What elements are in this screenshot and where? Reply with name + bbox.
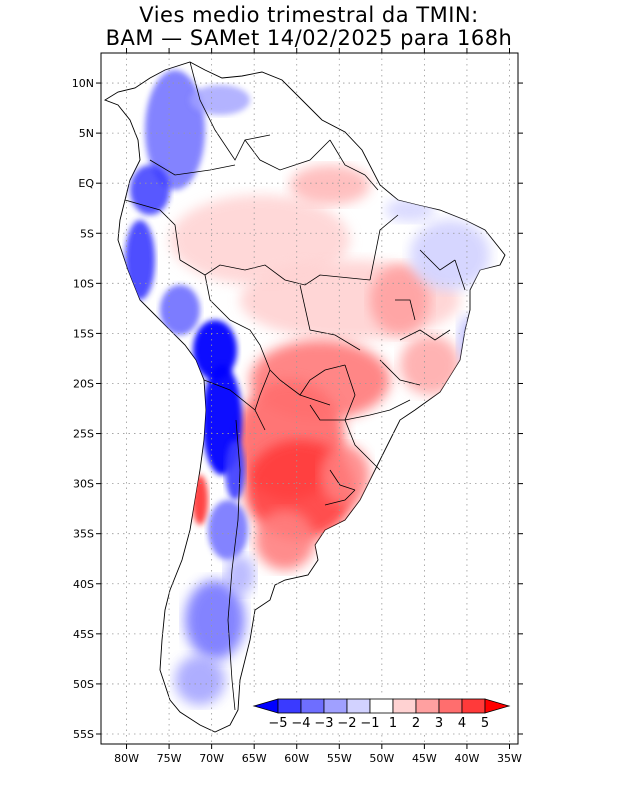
legend-swatch	[346, 698, 371, 714]
map-title-line2: BAM — SAMet 14/02/2025 para 168h	[105, 26, 513, 50]
longitude-labels: 80W 75W 70W 65W 60W 55W 50W 45W 40W 35W	[114, 752, 522, 765]
legend-swatch	[461, 698, 486, 714]
lat-label: 10S	[73, 277, 94, 290]
legend-label: 3	[435, 716, 443, 731]
lat-label: 50S	[73, 678, 94, 691]
lat-label: 20S	[73, 377, 94, 390]
legend-label: 2	[412, 716, 420, 731]
lat-label: 10N	[72, 77, 94, 90]
legend-swatch	[369, 698, 394, 714]
lat-label: 25S	[73, 428, 94, 441]
bias-shading	[125, 70, 490, 705]
legend-label: −1	[360, 716, 379, 731]
legend-label: −3	[314, 716, 333, 731]
legend-label: 5	[481, 716, 489, 731]
lon-label: 80W	[114, 752, 139, 765]
lat-label: 15S	[73, 327, 94, 340]
legend-label: −2	[337, 716, 356, 731]
lat-label: 45S	[73, 628, 94, 641]
colorbar-legend: −5 −4 −3 −2 −1 1 2 3 4 5	[252, 696, 514, 732]
lat-label: 30S	[73, 478, 94, 491]
legend-swatch	[438, 698, 463, 714]
legend-label: 4	[458, 716, 466, 731]
lat-label: EQ	[78, 177, 94, 190]
lat-label: 35S	[73, 528, 94, 541]
lon-label: 50W	[369, 752, 394, 765]
lon-label: 35W	[497, 752, 522, 765]
lat-label: 40S	[73, 578, 94, 591]
legend-arrow-right	[484, 698, 511, 714]
legend-swatch	[392, 698, 417, 714]
legend-label: 1	[389, 716, 397, 731]
lon-label: 75W	[157, 752, 182, 765]
legend-swatch	[323, 698, 348, 714]
country-borders	[124, 61, 466, 711]
lon-label: 70W	[199, 752, 224, 765]
lon-label: 40W	[455, 752, 480, 765]
map-area	[101, 53, 518, 744]
lat-label: 5N	[79, 127, 94, 140]
lon-label: 55W	[327, 752, 352, 765]
legend-swatch	[277, 698, 302, 714]
map-frame	[100, 52, 519, 745]
lat-label: 5S	[80, 227, 94, 240]
grid-lines	[101, 53, 518, 744]
axis-ticks	[96, 48, 523, 749]
legend-label: −5	[268, 716, 287, 731]
latitude-labels: 10N 5N EQ 5S 10S 15S 20S 25S 30S 35S 40S 45S 50S 55S	[72, 77, 95, 741]
lon-label: 65W	[242, 752, 267, 765]
lon-label: 45W	[412, 752, 437, 765]
map-title-line1: Vies medio trimestral da TMIN:	[139, 3, 479, 27]
legend-swatch	[415, 698, 440, 714]
lon-label: 60W	[284, 752, 309, 765]
legend-swatch	[300, 698, 325, 714]
lat-label: 55S	[73, 728, 94, 741]
legend-label: −4	[291, 716, 310, 731]
